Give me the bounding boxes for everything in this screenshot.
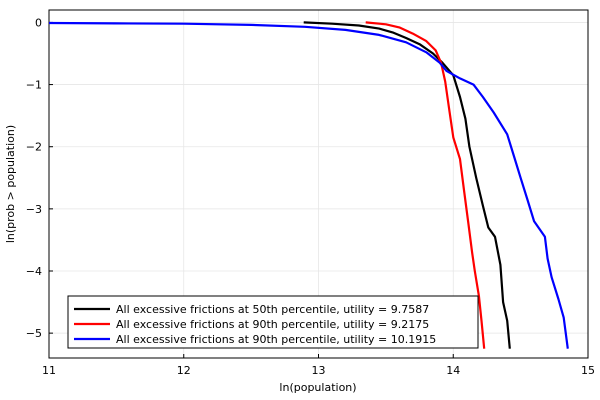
series-line-1 bbox=[303, 21, 511, 349]
y-axis-label: ln(prob > population) bbox=[4, 125, 17, 243]
x-tick-label: 13 bbox=[312, 364, 326, 377]
y-tick-label: −1 bbox=[26, 79, 42, 92]
legend-label-1: All excessive frictions at 50th percenti… bbox=[116, 303, 429, 316]
x-tick-label: 14 bbox=[446, 364, 460, 377]
series-lines bbox=[48, 21, 569, 349]
x-tick-label: 15 bbox=[581, 364, 595, 377]
x-tick-label: 12 bbox=[177, 364, 191, 377]
legend-box bbox=[67, 295, 479, 349]
legend: All excessive frictions at 50th percenti… bbox=[67, 295, 479, 349]
y-tick-label: −3 bbox=[26, 203, 42, 216]
series-line-3 bbox=[48, 21, 569, 349]
x-tick-label: 11 bbox=[42, 364, 56, 377]
x-axis-label: ln(population) bbox=[279, 381, 356, 394]
y-tick-label: 0 bbox=[35, 16, 42, 29]
axis-ticks: 11 12 13 14 15 0 −1 −2 −3 −4 −5 bbox=[26, 16, 595, 377]
y-tick-label: −5 bbox=[26, 327, 42, 340]
legend-label-2: All excessive frictions at 90th percenti… bbox=[116, 318, 429, 331]
series-line-2 bbox=[365, 21, 486, 349]
y-tick-label: −4 bbox=[26, 265, 42, 278]
legend-label-3: All excessive frictions at 90th percenti… bbox=[116, 333, 436, 346]
y-tick-label: −2 bbox=[26, 141, 42, 154]
